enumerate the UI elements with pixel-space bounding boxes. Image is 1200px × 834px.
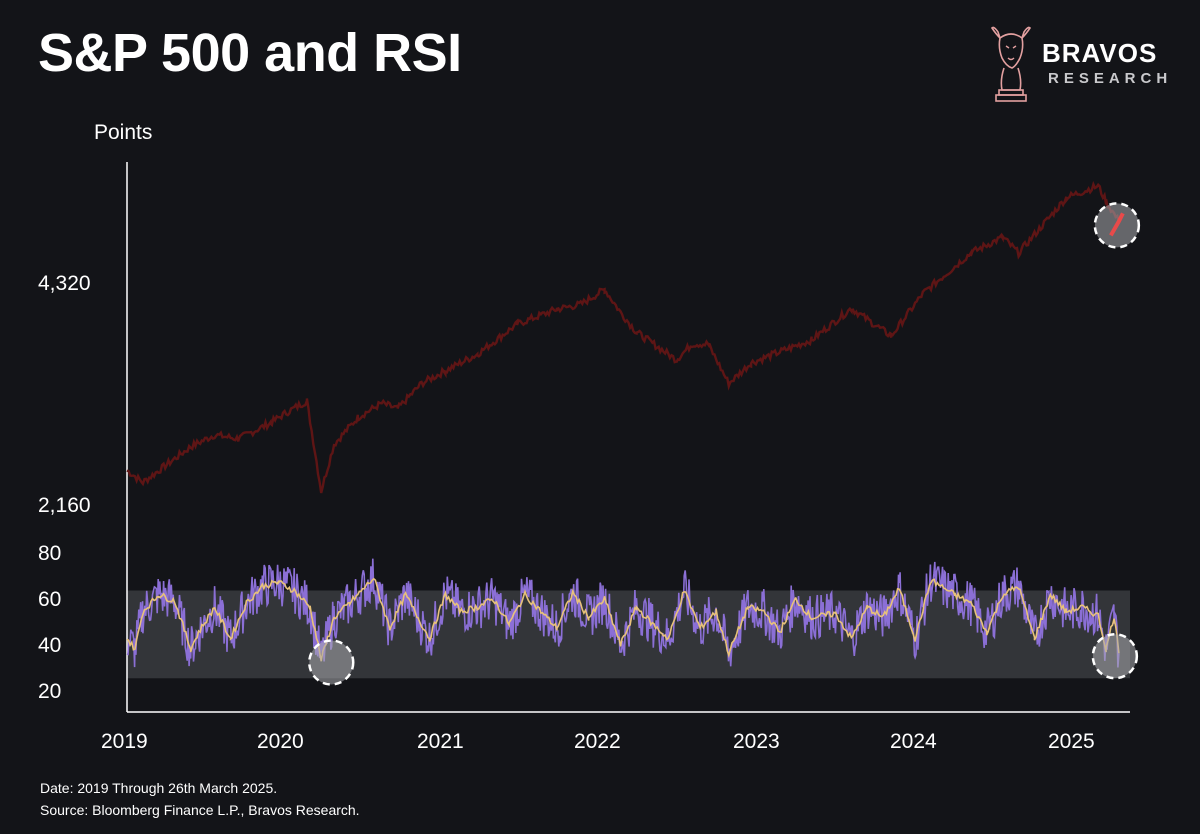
x-tick-2024: 2024 xyxy=(890,730,937,753)
x-tick-2019: 2019 xyxy=(101,730,148,753)
y-tick-sp500-4320: 4,320 xyxy=(38,272,91,295)
y-tick-rsi-40: 40 xyxy=(38,634,62,657)
logo-name: BRAVOS xyxy=(1042,38,1158,68)
x-tick-2023: 2023 xyxy=(733,730,780,753)
rsi-smoothed-series-line xyxy=(126,577,1120,662)
x-tick-2022: 2022 xyxy=(574,730,621,753)
logo-subtitle: RESEARCH xyxy=(1048,70,1173,87)
rsi-2020-low-circle xyxy=(307,639,355,686)
brand-logo: BRAVOS RESEARCH xyxy=(990,24,1180,108)
footnote-source: Source: Bloomberg Finance L.P., Bravos R… xyxy=(40,802,360,818)
y-axis-label: Points xyxy=(94,121,153,144)
y-tick-rsi-20: 20 xyxy=(38,680,62,703)
rsi-2025-low-circle xyxy=(1091,632,1139,680)
sp500-series-line xyxy=(126,180,1121,494)
y-tick-rsi-60: 60 xyxy=(38,588,62,611)
x-tick-2021: 2021 xyxy=(417,730,464,753)
chart-title: S&P 500 and RSI xyxy=(38,23,462,83)
x-tick-2025: 2025 xyxy=(1048,730,1095,753)
sp500-recent-drop-mark xyxy=(1109,212,1125,237)
y-tick-sp500-2160: 2,160 xyxy=(38,494,91,517)
y-tick-rsi-80: 80 xyxy=(38,542,62,565)
bull-knight-icon xyxy=(990,26,1032,102)
footnote-date: Date: 2019 Through 26th March 2025. xyxy=(40,780,278,796)
rsi-raw-series-line xyxy=(126,558,1120,668)
rsi-neutral-band xyxy=(127,590,1130,679)
x-tick-2020: 2020 xyxy=(257,730,304,753)
